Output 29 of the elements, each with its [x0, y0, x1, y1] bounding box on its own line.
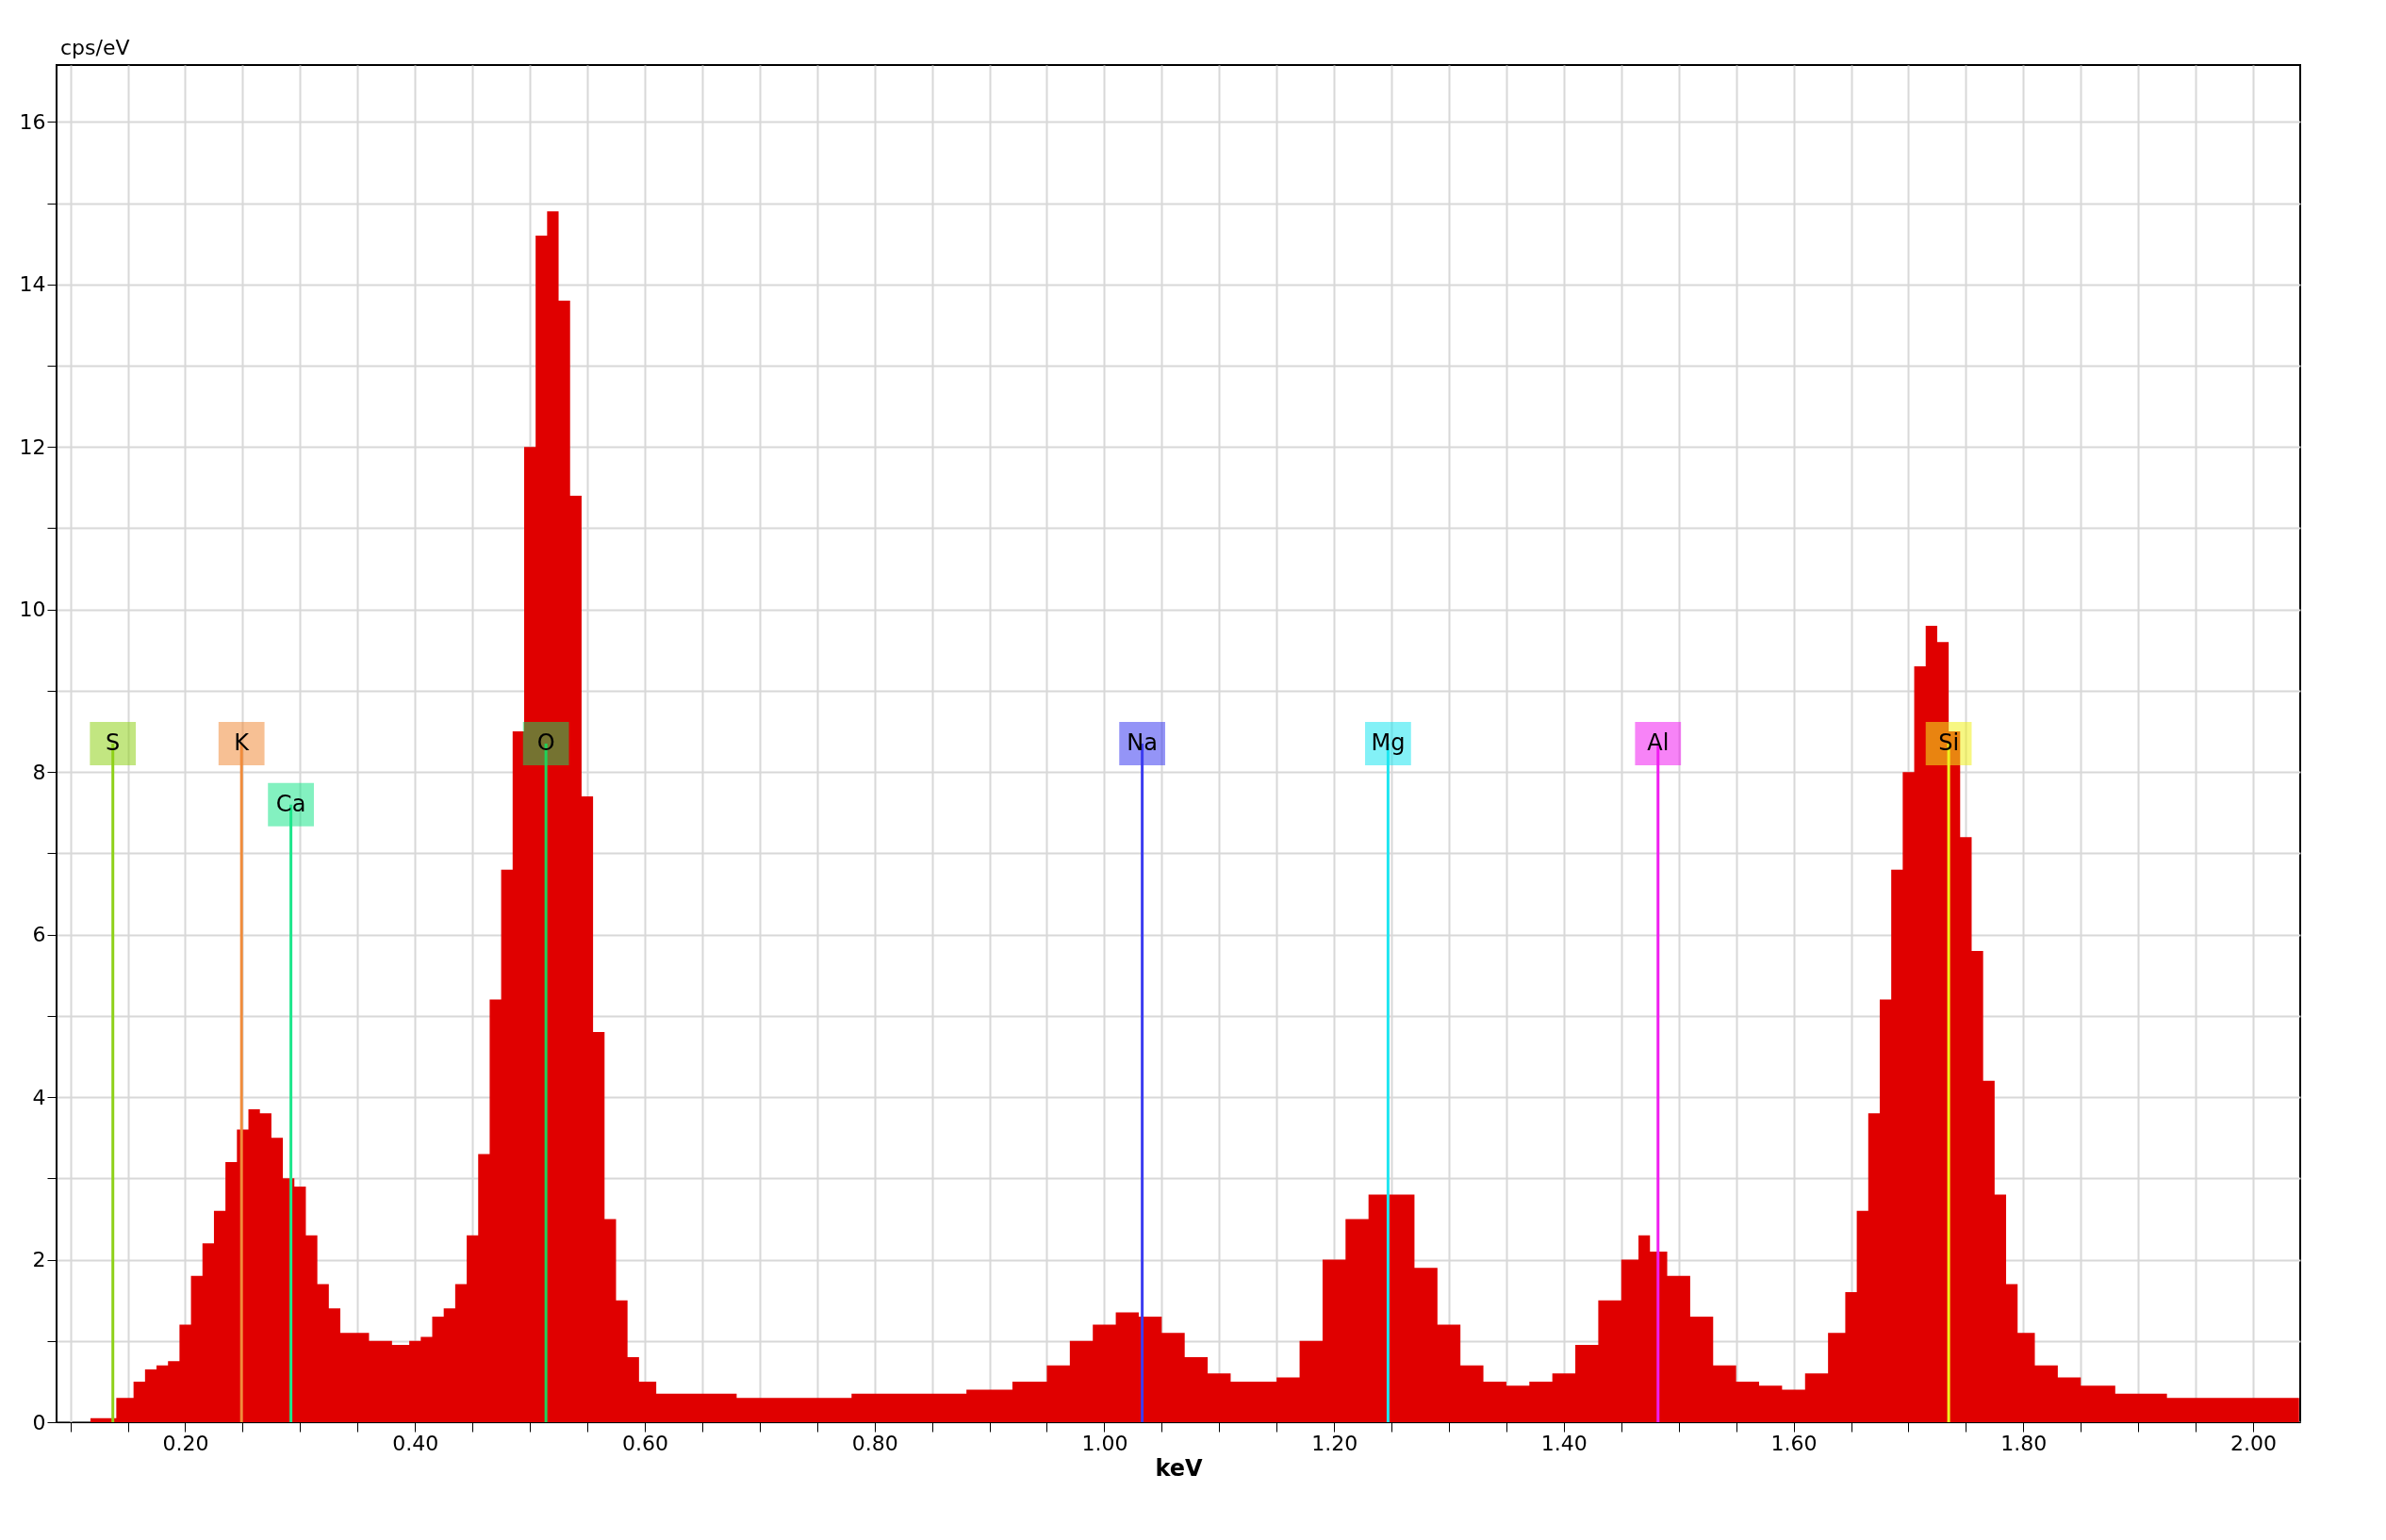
- ref-line-label: O: [536, 729, 555, 756]
- x-tick-label: 1.80: [2000, 1431, 2048, 1455]
- ref-line-label: S: [106, 729, 121, 756]
- ref-line-label: Al: [1647, 729, 1670, 756]
- y-tick-label: 6: [32, 923, 46, 947]
- x-tick-label: 2.00: [2230, 1431, 2278, 1455]
- y-tick-label: 2: [32, 1248, 46, 1272]
- y-tick-label: 14: [19, 272, 46, 297]
- y-tick-label: 4: [32, 1085, 46, 1109]
- x-tick-label: 0.80: [851, 1431, 898, 1455]
- y-tick-label: 8: [32, 760, 46, 784]
- x-axis-title: keV: [1155, 1454, 1204, 1482]
- ref-line-label: Ca: [275, 790, 306, 817]
- y-tick-label: 16: [19, 109, 46, 134]
- x-tick-label: 0.60: [621, 1431, 668, 1455]
- y-tick-label: 0: [32, 1410, 46, 1434]
- y-tick-label: 10: [19, 598, 46, 622]
- x-tick-label: 1.40: [1540, 1431, 1588, 1455]
- x-tick-label: 1.60: [1770, 1431, 1818, 1455]
- y-tick-label: 12: [19, 434, 46, 459]
- x-tick-label: 0.40: [392, 1431, 439, 1455]
- x-tick-label: 0.20: [162, 1431, 209, 1455]
- ref-line-label: Si: [1938, 729, 1960, 756]
- ref-line-label: Na: [1127, 729, 1158, 756]
- y-axis-title: cps/eV: [60, 36, 130, 59]
- ref-line-label: Mg: [1371, 729, 1406, 756]
- x-tick-label: 1.20: [1311, 1431, 1358, 1455]
- ref-line-label: K: [234, 729, 251, 756]
- x-tick-label: 1.00: [1081, 1431, 1128, 1455]
